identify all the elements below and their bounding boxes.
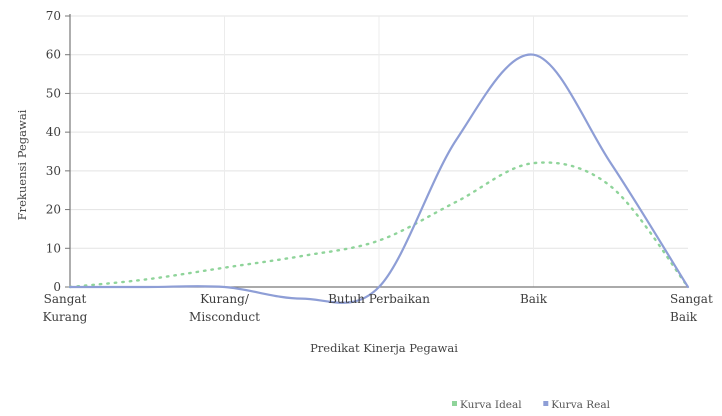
y-tick-label: 50 [46, 86, 61, 100]
x-tick-label: Baik [670, 310, 698, 324]
y-tick-label: 30 [46, 164, 61, 178]
y-tick-label: 40 [46, 125, 61, 139]
y-tick-label: 10 [46, 241, 61, 255]
legend-label: Kurva Real [551, 399, 610, 411]
x-tick-label: Sangat [44, 292, 87, 306]
x-tick-label: Sangat [670, 292, 713, 306]
grid [70, 15, 688, 287]
x-tick-label: Kurang [43, 310, 88, 324]
legend-swatch [543, 401, 549, 406]
y-tick-label: 70 [46, 9, 61, 23]
y-tick-labels: 0 10 20 30 40 50 60 70 [46, 9, 61, 294]
series-line-kurva-ideal [68, 161, 690, 289]
series-line-kurva-real [68, 53, 690, 304]
legend-label: Kurva Ideal [460, 399, 522, 411]
y-tick-label: 0 [53, 280, 61, 294]
legend: Kurva Ideal Kurva Real [452, 399, 611, 411]
x-tick-label: Butuh Perbaikan [328, 292, 430, 306]
x-tick-labels: Sangat Kurang Kurang/Misconduct Butuh Perba… [43, 292, 713, 324]
y-tick-label: 20 [46, 203, 61, 217]
x-tick-label: Baik [520, 292, 548, 306]
x-tick-label: Misconduct [189, 310, 260, 324]
y-tick-label: 60 [46, 48, 61, 62]
series-lines [68, 53, 690, 304]
x-tick-label: Kurang/ [200, 292, 250, 306]
legend-swatch [452, 401, 457, 406]
y-axis-label: Frekuensi Pegawai [15, 109, 29, 220]
x-axis-label: Predikat Kinerja Pegawai [310, 341, 458, 355]
